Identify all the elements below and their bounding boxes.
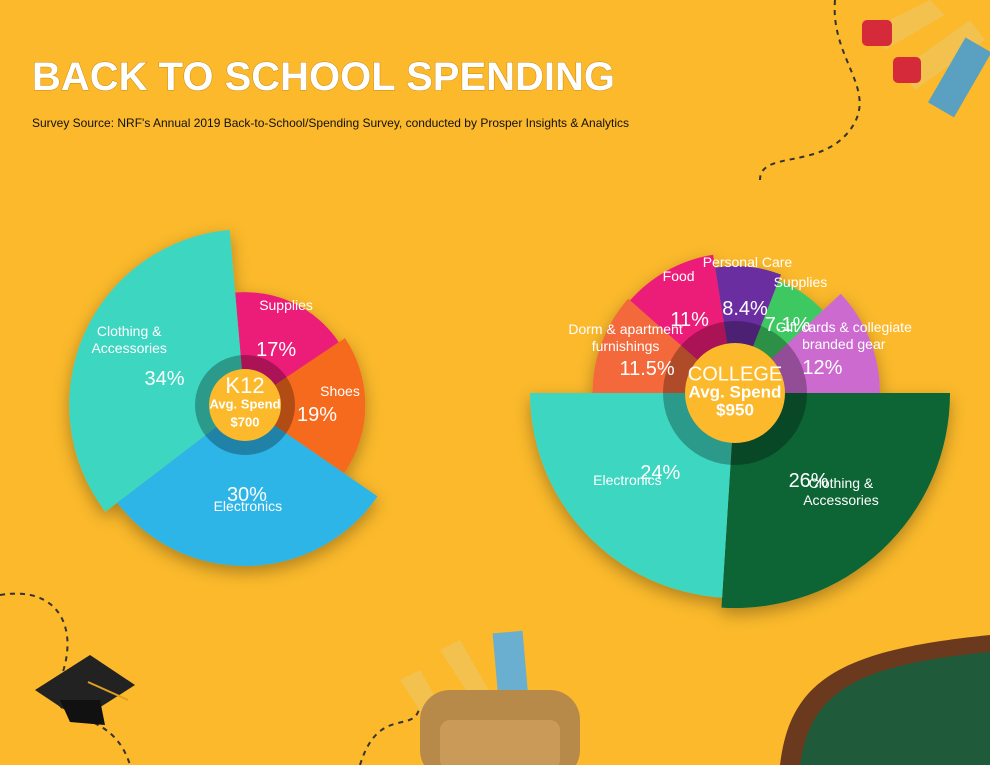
subtitle: Survey Source: NRF's Annual 2019 Back-to… — [32, 116, 629, 130]
center-subtitle: Avg. Spend — [689, 382, 782, 401]
value-label: 19% — [296, 404, 337, 426]
category-label-box: Electronics — [213, 498, 283, 515]
pie-slice — [69, 229, 245, 512]
value-label: 11% — [670, 309, 709, 332]
category-label: Electronics — [213, 498, 283, 515]
value-label-box: 11.5% — [619, 358, 675, 381]
value-label-box: 7.1% — [764, 313, 811, 336]
value-label: 30% — [226, 483, 267, 506]
pie-slice — [245, 338, 366, 474]
category-label: Dorm & apartment furnishings — [568, 320, 683, 354]
category-label-box: Clothing & Accessories — [91, 322, 167, 356]
category-label: Clothing & Accessories — [91, 322, 167, 356]
category-label-box: Supplies — [259, 296, 313, 313]
category-label-box: Electronics — [593, 471, 662, 488]
category-label: Clothing & Accessories — [803, 474, 879, 508]
category-label-box: Food — [662, 267, 695, 284]
category-label: Gift cards & collegiate branded gear — [775, 318, 912, 352]
category-label: Personal Care — [702, 254, 793, 271]
category-label-box: Supplies — [773, 273, 828, 290]
title: BACK TO SCHOOL SPENDING — [32, 55, 615, 99]
value-label: 24% — [640, 461, 681, 484]
value-label: 12% — [802, 356, 843, 379]
value-label: 11.5% — [619, 358, 675, 381]
center-subtitle: Avg. Spend — [209, 396, 280, 411]
markers — [862, 0, 990, 118]
value-label-box: 26% — [788, 469, 829, 492]
value-label: 34% — [144, 368, 185, 391]
value-label-box: 11% — [670, 309, 709, 332]
center-title: COLLEGE — [688, 363, 782, 385]
pie-slice — [117, 405, 378, 566]
value-label-box: 19% — [296, 404, 337, 426]
value-label: 26% — [788, 469, 829, 492]
chalkboard — [780, 635, 990, 765]
center-disc — [209, 369, 281, 441]
value-label-box: 30% — [226, 483, 267, 506]
value-label-box: 24% — [640, 461, 681, 484]
category-label-box: Shoes — [320, 383, 360, 400]
value-label: 17% — [256, 338, 297, 361]
value-label-box: 12% — [802, 356, 843, 379]
value-label: 8.4% — [722, 298, 768, 321]
pie-chart — [69, 229, 378, 566]
value-label: 7.1% — [764, 313, 811, 336]
center-value: $950 — [716, 400, 754, 419]
category-label: Shoes — [320, 383, 360, 400]
category-label: Food — [662, 267, 695, 284]
category-label: Electronics — [593, 471, 662, 488]
backpack — [400, 630, 580, 765]
category-label: Supplies — [773, 273, 828, 290]
value-label-box: 34% — [144, 368, 185, 391]
value-label-box: 8.4% — [722, 298, 768, 321]
category-label-box: Personal Care — [702, 254, 793, 271]
pie-slice — [530, 393, 735, 598]
category-label-box: Clothing & Accessories — [803, 474, 879, 508]
center-value: $700 — [231, 414, 260, 429]
category-label-box: Gift cards & collegiate branded gear — [775, 318, 912, 352]
pie-slice — [721, 393, 950, 608]
value-label-box: 17% — [256, 338, 297, 361]
category-label: Supplies — [259, 296, 313, 313]
graduation-cap — [35, 655, 135, 725]
category-label-box: Dorm & apartment furnishings — [568, 320, 683, 354]
center-title: K12 — [225, 373, 264, 398]
center-disc — [685, 343, 785, 443]
